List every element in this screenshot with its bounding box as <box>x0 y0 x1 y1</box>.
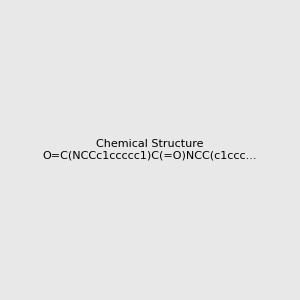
Text: Chemical Structure
O=C(NCCc1ccccc1)C(=O)NCC(c1ccc...: Chemical Structure O=C(NCCc1ccccc1)C(=O)… <box>43 139 257 161</box>
